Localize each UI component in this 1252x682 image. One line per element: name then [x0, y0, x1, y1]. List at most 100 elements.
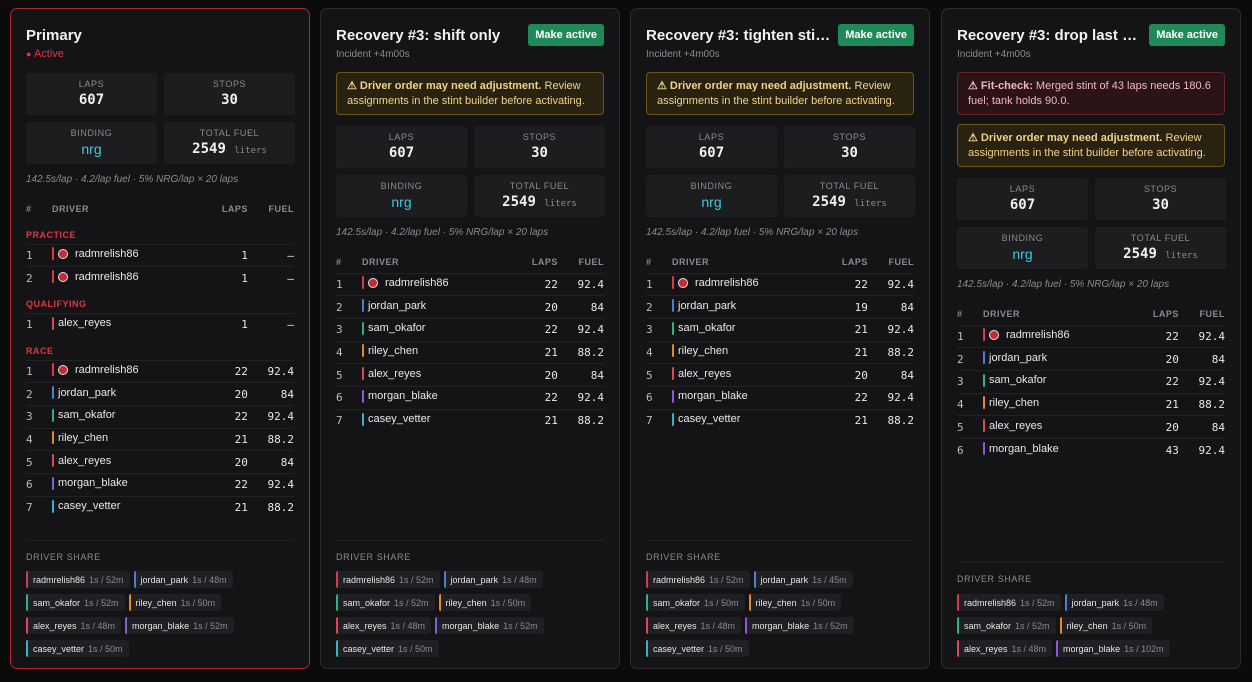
alert-text: Review assignments in the stint builder …: [657, 80, 895, 107]
driver: morgan_blake: [52, 476, 128, 490]
table-row[interactable]: 4 riley_chen 21 88.2: [646, 340, 914, 364]
stat-label: STOPS: [832, 132, 867, 142]
stint-index: 1: [646, 272, 672, 296]
table-row[interactable]: 1 radmrelish86 1—: [26, 243, 294, 267]
driver-color-bar: [52, 316, 54, 330]
table-row[interactable]: 7 casey_vetter 21 88.2: [646, 408, 914, 432]
laps-stat: LAPS 607: [957, 178, 1088, 220]
driver-cell: alex_reyes: [672, 363, 823, 387]
table-row[interactable]: 5 alex_reyes 20 84: [646, 363, 914, 387]
stat-number: nrg: [1012, 246, 1033, 262]
card-title: Primary: [26, 26, 82, 44]
table-row[interactable]: 7 casey_vetter 21 88.2: [336, 408, 604, 432]
driver-color-bar: [362, 389, 364, 403]
stint-fuel: 92.4: [1178, 324, 1225, 348]
table-row[interactable]: 3 sam_okafor 21 92.4: [646, 317, 914, 342]
chip-color-bar: [646, 640, 648, 657]
table-row[interactable]: 4 riley_chen 21 88.2: [336, 340, 604, 364]
driver-name: morgan_blake: [678, 390, 748, 403]
stat-label: STOPS: [1143, 184, 1178, 194]
table-row[interactable]: 2 jordan_park 19 84: [646, 295, 914, 319]
column-idx: #: [957, 308, 963, 319]
driver-share-chip: morgan_blake 1s / 102m: [1056, 640, 1170, 657]
table-row[interactable]: 5 alex_reyes 20 84: [26, 450, 294, 474]
stint-laps: 22: [202, 359, 248, 383]
driver-color-bar: [52, 408, 54, 422]
strategy-card: Recovery #3: shift only Make active Incide…: [320, 8, 620, 669]
table-row[interactable]: 4 riley_chen 21 88.2: [957, 392, 1225, 416]
make-active-button[interactable]: Make active: [838, 24, 914, 46]
driver-cell: radmrelish86: [362, 272, 513, 296]
driver-cell: alex_reyes: [362, 363, 513, 387]
driver-share-chip: alex_reyes 1s / 48m: [26, 617, 122, 634]
make-active-button[interactable]: Make active: [528, 24, 604, 46]
table-row[interactable]: 6 morgan_blake 43 92.4: [957, 437, 1225, 462]
driver: casey_vetter: [362, 412, 430, 426]
chip-color-bar: [957, 594, 959, 611]
incident-subtitle: Incident +4m00s: [336, 49, 410, 60]
table-row[interactable]: 2 radmrelish86 1—: [26, 266, 294, 290]
helmet-icon: [368, 277, 378, 288]
driver-cell: radmrelish86: [52, 359, 203, 383]
driver-order-alert: ⚠ Driver order may need adjustment. Revi…: [336, 72, 604, 115]
driver-name: alex_reyes: [678, 367, 732, 380]
driver-color-bar: [362, 321, 364, 335]
chip-color-bar: [438, 594, 441, 611]
column-fuel: FUEL: [268, 204, 294, 214]
params-summary: 142.5s/lap · 4.2/lap fuel · 5% NRG/lap ×…: [646, 227, 859, 238]
table-row[interactable]: 1 radmrelish86 22 92.4: [646, 272, 914, 296]
chip-driver: casey_vetter: [343, 643, 395, 654]
driver: jordan_park: [672, 299, 736, 313]
stint-fuel: 84: [867, 295, 914, 319]
stat-value: 30: [1095, 197, 1226, 213]
table-row[interactable]: 2 jordan_park 20 84: [336, 295, 604, 319]
chip-info: 1s / 50m: [180, 597, 216, 608]
chip-color-bar: [1059, 617, 1062, 634]
table-row[interactable]: 3 sam_okafor 22 92.4: [957, 369, 1225, 394]
card-header: Recovery #3: tighten stints Make active: [646, 24, 914, 46]
driver-color-bar: [983, 442, 985, 456]
total-fuel-stat: TOTAL FUEL 2549 liters: [1095, 227, 1226, 269]
table-row[interactable]: 5 alex_reyes 20 84: [957, 415, 1225, 439]
table-row[interactable]: 4 riley_chen 21 88.2: [26, 427, 294, 451]
driver-color-bar: [52, 431, 54, 445]
table-row[interactable]: 6 morgan_blake 22 92.4: [646, 385, 914, 410]
table-row[interactable]: 1 radmrelish86 22 92.4: [957, 324, 1225, 348]
driver: riley_chen: [52, 431, 108, 445]
table-row[interactable]: 7 casey_vetter 21 88.2: [26, 495, 294, 519]
column-idx: #: [646, 256, 652, 267]
column-driver: DRIVER: [672, 256, 710, 267]
driver: sam_okafor: [362, 321, 425, 335]
make-active-button[interactable]: Make active: [1149, 24, 1225, 46]
driver-color-bar: [52, 363, 54, 377]
stint-index: 1: [26, 359, 52, 383]
chip-driver: alex_reyes: [33, 620, 77, 631]
chip-color-bar: [443, 571, 446, 588]
stint-fuel: 92.4: [867, 385, 914, 410]
session-label: PRACTICE: [26, 229, 77, 240]
driver-color-bar: [52, 454, 54, 468]
stat-number: 30: [531, 145, 548, 161]
table-header: # DRIVER LAPS FUEL: [336, 251, 604, 273]
table-row[interactable]: 1 alex_reyes 1—: [26, 312, 294, 337]
chip-info: 1s / 48m: [700, 620, 736, 631]
stint-laps: 22: [822, 272, 868, 296]
session-label: QUALIFYING: [26, 299, 87, 310]
driver-cell: alex_reyes: [983, 415, 1134, 439]
driver-share-chip: morgan_blake 1s / 52m: [125, 617, 234, 634]
chip-color-bar: [646, 594, 648, 611]
helmet-icon: [58, 364, 68, 375]
table-row[interactable]: 5 alex_reyes 20 84: [336, 363, 604, 387]
table-row[interactable]: 3 sam_okafor 22 92.4: [336, 317, 604, 342]
table-row[interactable]: 2 jordan_park 20 84: [957, 347, 1225, 371]
stint-fuel: 92.4: [867, 272, 914, 296]
driver-name: sam_okafor: [678, 322, 736, 335]
table-row[interactable]: 1 radmrelish86 22 92.4: [336, 272, 604, 296]
table-row[interactable]: 6 morgan_blake 22 92.4: [26, 473, 294, 497]
table-row[interactable]: 3 sam_okafor 22 92.4: [26, 404, 294, 429]
stint-index: 2: [646, 295, 672, 319]
table-row[interactable]: 2 jordan_park 20 84: [26, 382, 294, 406]
driver-share-chip: casey_vetter 1s / 50m: [646, 640, 749, 657]
table-row[interactable]: 1 radmrelish86 22 92.4: [26, 359, 294, 383]
table-row[interactable]: 6 morgan_blake 22 92.4: [336, 385, 604, 410]
